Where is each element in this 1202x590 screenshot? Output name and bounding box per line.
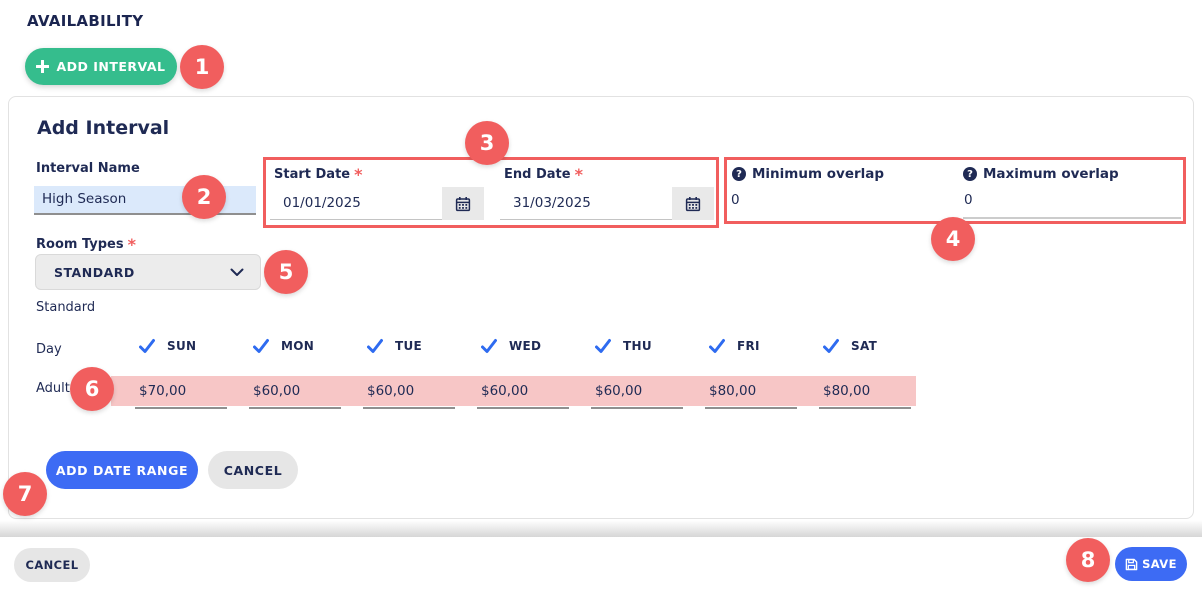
end-date-label-row: End Date * bbox=[504, 165, 583, 184]
day-checkbox-sat[interactable]: SAT bbox=[823, 337, 877, 355]
price-cell bbox=[135, 376, 227, 409]
required-asterisk: * bbox=[127, 235, 136, 254]
chevron-down-icon bbox=[230, 268, 244, 276]
footer-cancel-button[interactable]: CANCEL bbox=[14, 548, 90, 582]
price-cell bbox=[363, 376, 455, 409]
day-checkbox-wed[interactable]: WED bbox=[481, 337, 541, 355]
day-label: WED bbox=[509, 339, 542, 353]
start-date-label-row: Start Date * bbox=[274, 165, 362, 184]
price-input-tue[interactable] bbox=[363, 376, 455, 406]
minimum-overlap-value[interactable]: 0 bbox=[731, 192, 740, 208]
annotation-badge-6: 6 bbox=[70, 367, 114, 411]
end-date-field bbox=[500, 187, 714, 220]
footer-divider bbox=[0, 520, 1202, 537]
end-date-label: End Date bbox=[504, 167, 571, 182]
price-cell bbox=[705, 376, 797, 409]
checkmark-icon bbox=[709, 339, 725, 353]
day-row-label: Day bbox=[36, 342, 62, 357]
add-date-range-button[interactable]: ADD DATE RANGE bbox=[46, 451, 198, 489]
day-label: SAT bbox=[851, 339, 878, 353]
end-date-input[interactable] bbox=[500, 187, 672, 220]
annotation-badge-4: 4 bbox=[931, 217, 975, 261]
help-icon[interactable]: ? bbox=[732, 167, 746, 181]
day-checkbox-tue[interactable]: TUE bbox=[367, 337, 422, 355]
day-label: MON bbox=[281, 339, 315, 353]
day-checkbox-sun[interactable]: SUN bbox=[139, 337, 196, 355]
checkmark-icon bbox=[595, 339, 611, 353]
price-input-thu[interactable] bbox=[591, 376, 683, 406]
checkmark-icon bbox=[367, 339, 383, 353]
price-input-sun[interactable] bbox=[135, 376, 227, 406]
maximum-overlap-value[interactable]: 0 bbox=[964, 192, 973, 208]
start-date-label: Start Date bbox=[274, 167, 351, 182]
minimum-overlap-head: ? Minimum overlap bbox=[732, 166, 884, 182]
maximum-overlap-head: ? Maximum overlap bbox=[963, 166, 1119, 182]
checkmark-icon bbox=[139, 339, 155, 353]
required-asterisk: * bbox=[354, 165, 363, 184]
minimum-overlap-label: Minimum overlap bbox=[752, 166, 885, 182]
footer-save-button[interactable]: SAVE bbox=[1115, 547, 1187, 581]
room-types-label-row: Room Types * bbox=[36, 235, 136, 254]
checkmark-icon bbox=[823, 339, 839, 353]
add-interval-button[interactable]: ADD INTERVAL bbox=[25, 48, 177, 85]
save-label: SAVE bbox=[1142, 557, 1177, 571]
room-types-select[interactable]: STANDARD bbox=[35, 254, 261, 290]
cancel-interval-button[interactable]: CANCEL bbox=[208, 451, 298, 489]
day-label: TUE bbox=[395, 339, 423, 353]
annotation-badge-2: 2 bbox=[182, 175, 226, 219]
end-date-calendar-button[interactable] bbox=[672, 187, 714, 220]
annotation-badge-7: 7 bbox=[3, 472, 47, 516]
day-label: FRI bbox=[737, 339, 760, 353]
checkmark-icon bbox=[253, 339, 269, 353]
save-icon bbox=[1125, 558, 1138, 570]
required-asterisk: * bbox=[574, 165, 583, 184]
calendar-icon bbox=[455, 196, 471, 211]
calendar-icon bbox=[685, 196, 701, 211]
annotation-badge-5: 5 bbox=[264, 250, 308, 294]
day-checkbox-fri[interactable]: FRI bbox=[709, 337, 760, 355]
price-row-label: Adult bbox=[36, 381, 70, 396]
add-interval-card: Add Interval Interval Name Start Date * bbox=[8, 96, 1194, 519]
add-interval-label: ADD INTERVAL bbox=[56, 59, 166, 74]
start-date-input[interactable] bbox=[270, 187, 442, 220]
day-label: SUN bbox=[167, 339, 197, 353]
annotation-badge-3: 3 bbox=[465, 121, 509, 165]
selected-room-type-name: Standard bbox=[36, 300, 96, 315]
price-input-mon[interactable] bbox=[249, 376, 341, 406]
card-title: Add Interval bbox=[37, 117, 170, 139]
interval-name-label: Interval Name bbox=[36, 161, 140, 176]
day-checkbox-mon[interactable]: MON bbox=[253, 337, 314, 355]
price-cell bbox=[249, 376, 341, 409]
room-types-selected-value: STANDARD bbox=[54, 264, 135, 280]
maximum-overlap-label: Maximum overlap bbox=[983, 166, 1119, 182]
dates-highlight-box: Start Date * End Date bbox=[263, 157, 719, 228]
price-cell bbox=[819, 376, 911, 409]
annotation-badge-8: 8 bbox=[1066, 538, 1110, 582]
start-date-field bbox=[270, 187, 484, 220]
price-input-fri[interactable] bbox=[705, 376, 797, 406]
price-input-sat[interactable] bbox=[819, 376, 911, 406]
maximum-overlap-underline bbox=[963, 217, 1181, 219]
plus-icon bbox=[36, 60, 50, 73]
annotation-badge-1: 1 bbox=[180, 45, 224, 89]
price-cell bbox=[477, 376, 569, 409]
price-cell bbox=[591, 376, 683, 409]
room-types-label: Room Types bbox=[36, 237, 124, 252]
checkmark-icon bbox=[481, 339, 497, 353]
page-title: AVAILABILITY bbox=[27, 12, 144, 30]
overlap-highlight-box: ? Minimum overlap 0 ? Maximum overlap 0 bbox=[724, 157, 1186, 224]
help-icon[interactable]: ? bbox=[963, 167, 977, 181]
day-label: THU bbox=[623, 339, 652, 353]
day-checkbox-thu[interactable]: THU bbox=[595, 337, 652, 355]
price-input-wed[interactable] bbox=[477, 376, 569, 406]
start-date-calendar-button[interactable] bbox=[442, 187, 484, 220]
